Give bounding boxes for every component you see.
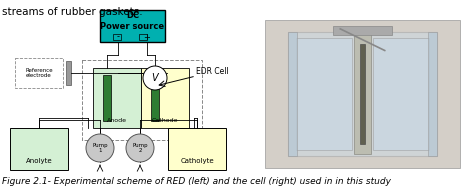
Text: +: + xyxy=(143,32,150,41)
Bar xyxy=(168,128,226,170)
Text: Cathode: Cathode xyxy=(152,118,178,123)
Bar xyxy=(151,75,159,121)
Bar xyxy=(103,75,111,121)
Bar xyxy=(141,68,189,128)
Text: Catholyte: Catholyte xyxy=(180,158,214,164)
Bar xyxy=(15,58,63,88)
Bar xyxy=(10,128,68,170)
Text: V: V xyxy=(152,73,158,83)
Text: Anolyte: Anolyte xyxy=(26,158,52,164)
Bar xyxy=(296,38,352,150)
Text: -: - xyxy=(117,32,120,41)
Text: Pump
2: Pump 2 xyxy=(132,143,148,153)
Bar xyxy=(66,61,71,85)
Bar xyxy=(265,20,460,168)
Text: Figure 2.1- Experimental scheme of RED (left) and the cell (right) used in in th: Figure 2.1- Experimental scheme of RED (… xyxy=(2,177,391,186)
Circle shape xyxy=(86,134,114,162)
Text: Pump
1: Pump 1 xyxy=(92,143,108,153)
Bar xyxy=(248,8,470,170)
Bar xyxy=(288,32,297,156)
Bar xyxy=(93,68,141,128)
Bar xyxy=(139,34,147,40)
Circle shape xyxy=(126,134,154,162)
Bar xyxy=(360,44,365,144)
Text: streams of rubber gaskets.: streams of rubber gaskets. xyxy=(2,7,143,17)
Text: Anode: Anode xyxy=(107,118,127,123)
Bar xyxy=(333,26,392,35)
Text: EDR Cell: EDR Cell xyxy=(196,68,229,76)
Bar xyxy=(373,38,429,150)
Bar xyxy=(288,32,437,156)
Bar xyxy=(82,60,202,140)
Circle shape xyxy=(143,66,167,90)
Bar xyxy=(113,34,121,40)
Bar xyxy=(100,10,165,42)
Text: Reference
electrode: Reference electrode xyxy=(25,68,53,78)
Bar xyxy=(354,34,372,154)
Bar xyxy=(428,32,437,156)
Text: DC
Power source: DC Power source xyxy=(100,12,164,31)
